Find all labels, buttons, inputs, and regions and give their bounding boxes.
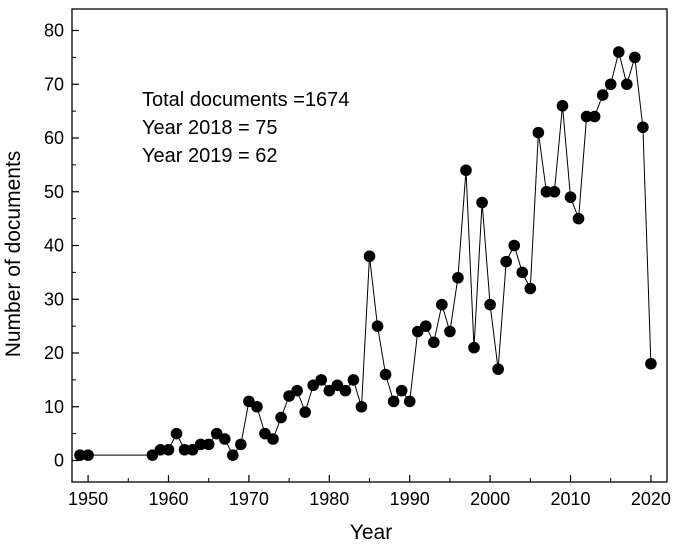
data-point-2013 <box>588 110 601 123</box>
data-point-1988 <box>387 395 400 408</box>
y-tick-label-0: 0 <box>54 451 64 471</box>
data-point-1971 <box>251 400 263 413</box>
y-axis-label: Number of documents <box>2 151 25 358</box>
data-point-1989 <box>395 384 408 397</box>
y-tick-label-70: 70 <box>44 74 64 94</box>
data-point-1949 <box>74 449 86 461</box>
annotation-2018: Year 2018 = 75 <box>142 117 278 139</box>
x-tick-label-1980: 1980 <box>309 489 349 509</box>
data-point-2018 <box>629 51 641 64</box>
data-point-1994 <box>436 298 448 311</box>
x-tick-label-1990: 1990 <box>390 489 430 509</box>
data-point-2017 <box>620 78 633 91</box>
data-point-1965 <box>202 438 215 451</box>
data-point-2004 <box>516 266 529 279</box>
y-tick-label-20: 20 <box>44 343 64 363</box>
y-tick-label-30: 30 <box>44 289 64 309</box>
data-point-1977 <box>299 406 311 418</box>
annotation-total: Total documents =1674 <box>142 89 349 111</box>
x-tick-label-1960: 1960 <box>148 489 188 509</box>
data-point-1979 <box>315 374 328 386</box>
data-point-2014 <box>596 89 609 101</box>
y-tick-label-10: 10 <box>44 397 64 417</box>
data-point-1992 <box>419 320 432 332</box>
data-point-1996 <box>452 271 464 284</box>
data-point-1973 <box>267 433 279 445</box>
data-point-1983 <box>347 374 360 386</box>
data-point-2012 <box>580 110 593 123</box>
data-point-2007 <box>540 185 553 198</box>
x-tick-label-1970: 1970 <box>229 489 269 509</box>
data-point-2010 <box>564 191 577 203</box>
data-point-1984 <box>355 400 368 413</box>
data-point-2019 <box>637 121 649 134</box>
y-tick-label-80: 80 <box>44 21 64 41</box>
x-axis-label: Year <box>350 521 392 544</box>
data-point-2008 <box>548 185 561 198</box>
data-point-1982 <box>339 384 352 397</box>
x-tick-label-2010: 2010 <box>550 489 590 509</box>
data-point-1987 <box>379 368 392 381</box>
data-point-1962 <box>178 443 191 456</box>
data-point-1993 <box>428 336 440 349</box>
data-point-1968 <box>227 449 239 461</box>
x-tick-label-1950: 1950 <box>68 489 108 509</box>
data-point-2015 <box>604 78 617 91</box>
data-point-1967 <box>218 433 231 445</box>
data-point-2011 <box>572 212 585 225</box>
data-point-1959 <box>154 443 167 456</box>
data-point-2003 <box>508 239 521 252</box>
data-point-1997 <box>460 164 472 177</box>
data-point-2020 <box>645 357 657 370</box>
x-tick-label-2020: 2020 <box>631 489 671 509</box>
data-points <box>74 46 657 461</box>
annotation-2019: Year 2019 = 62 <box>142 145 278 167</box>
data-point-1950 <box>82 449 94 461</box>
data-point-1998 <box>468 341 480 354</box>
data-point-2006 <box>532 126 545 139</box>
x-tick-label-2000: 2000 <box>470 489 510 509</box>
data-point-1990 <box>403 395 416 408</box>
y-tick-label-50: 50 <box>44 182 64 202</box>
data-point-2001 <box>492 363 504 375</box>
data-point-1974 <box>275 411 287 424</box>
data-point-1999 <box>476 196 488 209</box>
data-point-2000 <box>484 298 496 311</box>
y-tick-label-40: 40 <box>44 236 64 256</box>
data-point-1986 <box>371 320 384 332</box>
data-point-2009 <box>556 99 569 112</box>
data-point-1995 <box>444 325 456 338</box>
tick-labels: 1950 1960 1970 1980 1990 2000 2010 2020 0 10 20 30 4… <box>44 21 671 510</box>
data-point-1969 <box>235 438 247 451</box>
data-point-2005 <box>524 282 537 295</box>
data-point-1964 <box>194 438 207 451</box>
data-point-1985 <box>363 250 376 263</box>
y-tick-label-60: 60 <box>44 128 64 148</box>
data-point-1960 <box>162 443 175 456</box>
data-point-1961 <box>170 427 183 440</box>
data-point-2016 <box>612 46 625 58</box>
data-point-2002 <box>500 255 512 268</box>
annotation-block: Total documents =1674 Year 2018 = 75 Yea… <box>142 89 349 167</box>
plot-area-frame <box>71 8 668 483</box>
data-point-1976 <box>291 384 303 397</box>
axis-ticks <box>72 29 652 482</box>
